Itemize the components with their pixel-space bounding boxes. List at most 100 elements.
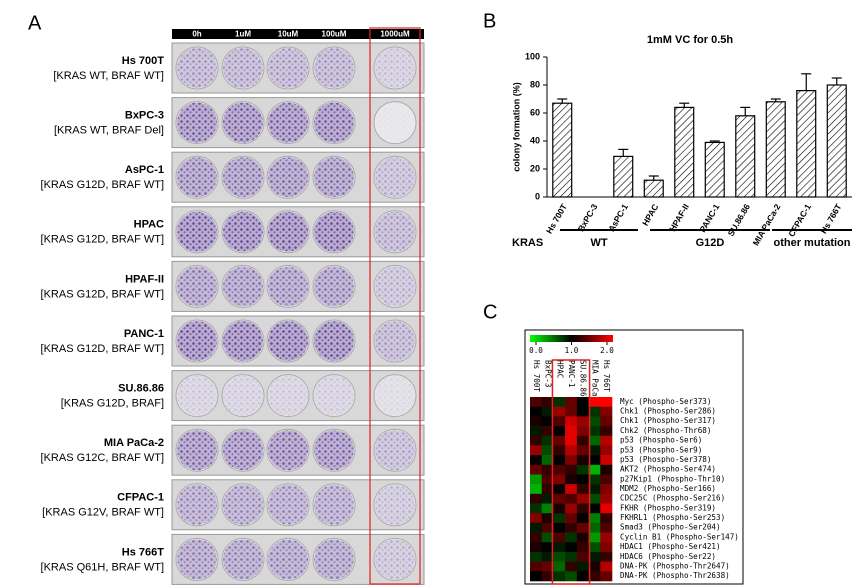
heatmap-cell (600, 561, 613, 572)
heatmap-cell (530, 522, 543, 533)
heatmap-cell (588, 542, 601, 553)
heatmap-cell (576, 464, 589, 475)
well-colonies (223, 157, 263, 198)
heatmap-cell (600, 571, 613, 582)
bar (826, 84, 847, 198)
heatmap-cell (576, 513, 589, 524)
well-colonies (314, 321, 354, 361)
well-colonies (268, 539, 308, 580)
heatmap-cell (565, 484, 578, 495)
well-colonies (177, 211, 217, 252)
heatmap-cell (600, 484, 613, 495)
heatmap-cell (565, 522, 578, 533)
heatmap-cell (541, 397, 554, 407)
heatmap-cell (576, 445, 589, 456)
heatmap-cell (530, 542, 543, 553)
bar (613, 155, 634, 198)
bar (704, 141, 725, 198)
heatmap-row-label: FKHRL1 (Phospho-Ser253) (620, 513, 725, 522)
heatmap-cell (600, 397, 613, 407)
heatmap-cell (553, 522, 566, 533)
heatmap-cell (576, 406, 589, 417)
group-title: KRAS (512, 237, 543, 249)
heatmap-column-label: Hs 700T (532, 360, 541, 392)
cell-line-name: HPAF-II (125, 273, 164, 285)
heatmap-row-label: Chk2 (Phospho-Thr68) (620, 426, 711, 435)
chart-title: 1mM VC for 0.5h (647, 34, 733, 46)
cell-line-name: Hs 700T (122, 55, 164, 67)
heatmap-row-label: p53 (Phospho-Ser6) (620, 436, 702, 445)
colorbar-tick-label: 2.0 (600, 346, 614, 355)
cell-line-name: SU.86.86 (118, 383, 164, 395)
heatmap-cell (553, 397, 566, 407)
heatmap-cell (600, 542, 613, 553)
cell-line-name: Hs 766T (122, 546, 164, 558)
heatmap-column-label: MIA PaCa-2 (590, 360, 599, 406)
heatmap-cell (541, 484, 554, 495)
well-colonies (314, 539, 354, 580)
x-tick-label: HPAF-II (667, 202, 691, 233)
group-label: WT (590, 237, 607, 249)
heatmap-cell (541, 561, 554, 572)
heatmap-cell (576, 571, 589, 582)
x-tick-label: HPAC (640, 202, 660, 227)
heatmap-row-label: Chk1 (Phospho-Ser286) (620, 407, 716, 416)
x-tick-label: CFPAC-1 (786, 202, 813, 239)
group-label: other mutation (774, 237, 851, 249)
heatmap-cell (530, 561, 543, 572)
well-colonies (375, 157, 415, 198)
heatmap-cell (576, 435, 589, 446)
heatmap-cell (600, 464, 613, 475)
heatmap-cell (600, 513, 613, 524)
heatmap-cell (565, 455, 578, 466)
heatmap-row-label: AKT2 (Phospho-Ser474) (620, 465, 716, 474)
cell-line-name: MIA PaCa-2 (104, 437, 164, 449)
heatmap-cell (588, 532, 601, 543)
heatmap-cell (576, 551, 589, 562)
well-colonies (223, 484, 263, 525)
heatmap-cell (541, 532, 554, 543)
heatmap-cell (530, 484, 543, 495)
heatmap-cell (576, 455, 589, 466)
well-colonies (177, 48, 217, 88)
heatmap-cell (530, 435, 543, 446)
bar (674, 106, 695, 198)
well-colonies (375, 211, 415, 252)
well-colonies (375, 266, 415, 307)
heatmap-cell (565, 551, 578, 562)
heatmap-cell (541, 513, 554, 524)
cell-line-genotype: [KRAS WT, BRAF Del] (54, 125, 164, 137)
heatmap-cell (530, 551, 543, 562)
heatmap-cell (530, 571, 543, 582)
heatmap-cell (588, 445, 601, 456)
heatmap-cell (530, 416, 543, 427)
heatmap-cell (541, 435, 554, 446)
heatmap-cell (565, 464, 578, 475)
heatmap-row-label: p27Kip1 (Phospho-Thr10) (620, 474, 725, 483)
bar (735, 115, 756, 198)
heatmap-cell (530, 493, 543, 504)
colorbar-tick-label: 1.0 (565, 346, 579, 355)
well-colonies (314, 102, 354, 143)
well-colonies (223, 539, 263, 580)
heatmap-cell (565, 474, 578, 485)
header-bar (172, 29, 424, 39)
heatmap-cell (600, 474, 613, 485)
heatmap-cell (600, 493, 613, 504)
heatmap-cell (565, 426, 578, 437)
heatmap-row-label: Chk1 (Phospho-Ser317) (620, 416, 716, 425)
heatmap-cell (600, 532, 613, 543)
heatmap-cell (576, 561, 589, 572)
well-colonies (223, 430, 263, 471)
heatmap-cell (565, 416, 578, 427)
cell-line-name: HPAC (134, 219, 164, 231)
cell-line-genotype: [KRAS G12C, BRAF WT] (41, 452, 164, 464)
well-colonies (268, 102, 308, 143)
cell-line-genotype: [KRAS G12D, BRAF WT] (41, 343, 164, 355)
heatmap-row-label: p53 (Phospho-Ser378) (620, 455, 711, 464)
well-colonies (268, 375, 308, 416)
well-colonies (177, 266, 217, 307)
panel-label: A (28, 12, 42, 34)
colorbar (530, 335, 613, 342)
heatmap-row-label: HDAC6 (Phospho-Ser22) (620, 552, 716, 561)
